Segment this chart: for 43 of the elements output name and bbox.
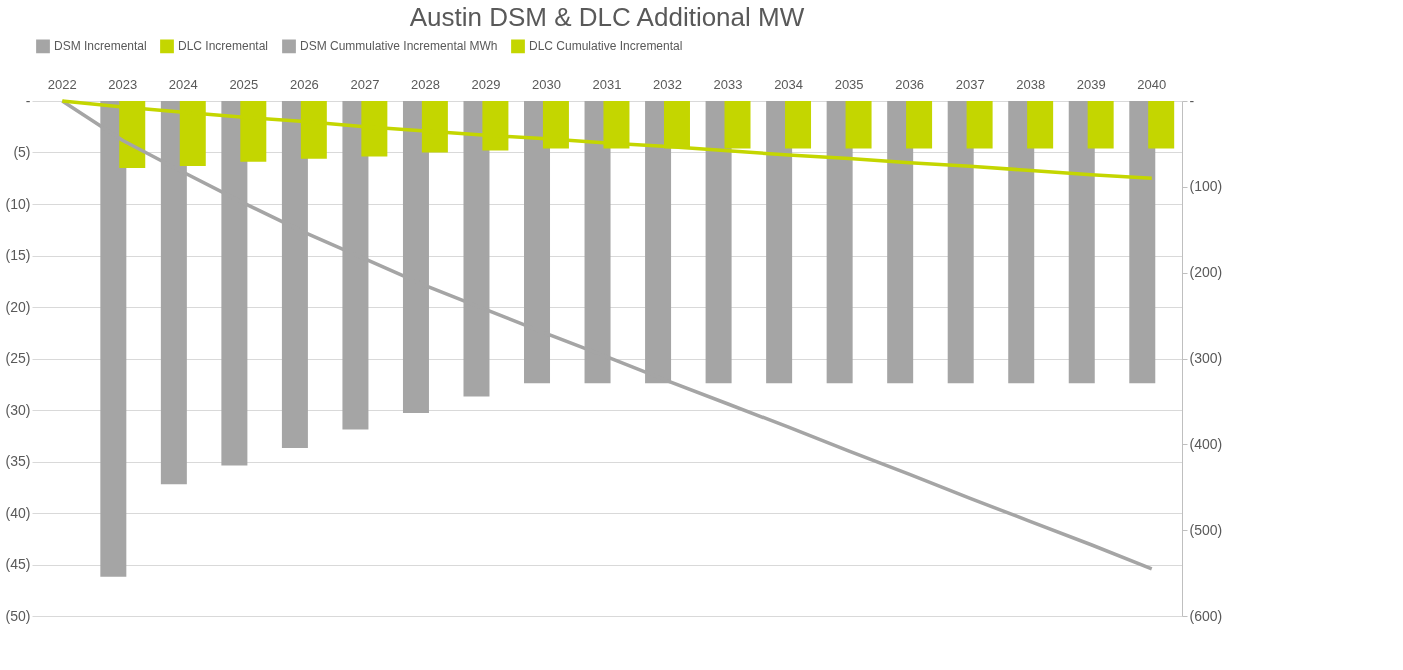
y-tick-label: (40) <box>5 504 31 521</box>
x-tick-label: 2025 <box>229 76 259 92</box>
x-tick-label: 2030 <box>532 76 561 92</box>
chart-title: Austin DSM & DLC Additional MW <box>409 2 805 32</box>
y2-tick-label: (100) <box>1189 178 1223 195</box>
y2-tick-label: (500) <box>1189 521 1223 538</box>
x-tick-label: 2026 <box>289 76 319 92</box>
x-tick-label: 2029 <box>471 76 501 92</box>
x-tick-label: 2022 <box>47 76 77 92</box>
x-tick-label: 2032 <box>653 76 682 92</box>
legend-label: DSM Cummulative Incremental MWh <box>300 39 498 54</box>
x-tick-label: 2037 <box>955 76 985 92</box>
y-tick-label: (10) <box>5 195 31 212</box>
x-tick-label: 2035 <box>834 76 864 92</box>
y-tick-label: (50) <box>5 607 31 624</box>
y2-tick-label: - <box>1189 92 1195 109</box>
x-tick-label: 2039 <box>1076 76 1106 92</box>
y-tick-label: (15) <box>5 247 31 263</box>
y-tick-label: (20) <box>5 298 31 315</box>
y2-tick-label: (200) <box>1189 264 1223 281</box>
x-tick-label: 2034 <box>774 76 804 92</box>
y-tick-label: (30) <box>5 401 31 418</box>
x-tick-label: 2033 <box>713 76 743 92</box>
x-tick-label: 2038 <box>1016 76 1046 92</box>
y-tick-label: (25) <box>5 350 31 366</box>
legend-label: DLC Cumulative Incremental <box>529 39 683 54</box>
y-tick-label: (35) <box>5 453 31 469</box>
x-tick-label: 2027 <box>350 76 380 92</box>
y2-tick-label: (600) <box>1189 607 1223 624</box>
x-tick-label: 2028 <box>410 76 440 92</box>
x-tick-label: 2040 <box>1137 76 1167 92</box>
y-tick-label: (5) <box>13 144 31 160</box>
x-tick-label: 2031 <box>592 76 622 92</box>
legend-label: DLC Incremental <box>178 39 269 54</box>
line-series <box>60 99 1154 180</box>
legend-label: DSM Incremental <box>54 39 147 54</box>
x-tick-label: 2036 <box>895 76 925 92</box>
y-tick-label: (45) <box>5 556 31 572</box>
y-tick-label: - <box>25 92 31 109</box>
y2-tick-label: (300) <box>1189 350 1223 366</box>
y2-tick-label: (400) <box>1189 435 1223 452</box>
x-tick-label: 2023 <box>108 76 138 92</box>
x-tick-label: 2024 <box>168 76 198 92</box>
